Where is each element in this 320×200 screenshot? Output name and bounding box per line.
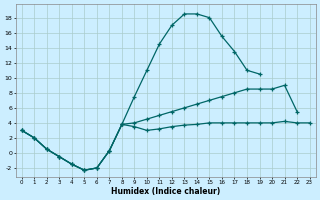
- X-axis label: Humidex (Indice chaleur): Humidex (Indice chaleur): [111, 187, 220, 196]
